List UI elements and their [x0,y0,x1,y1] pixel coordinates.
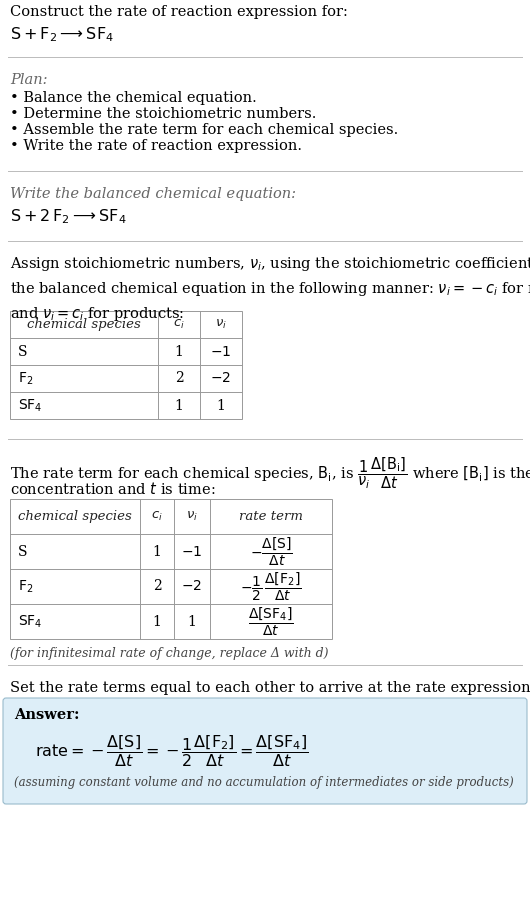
Text: $c_i$: $c_i$ [151,510,163,523]
Text: concentration and $t$ is time:: concentration and $t$ is time: [10,481,216,497]
Text: Plan:: Plan: [10,73,48,87]
Bar [10,311,242,419]
Bar [10,499,332,639]
Text: Assign stoichiometric numbers, $\nu_i$, using the stoichiometric coefficients, $: Assign stoichiometric numbers, $\nu_i$, … [10,255,530,323]
Text: Answer:: Answer: [14,708,80,722]
Text: chemical species: chemical species [18,510,132,523]
Bar [10,311,242,419]
Text: Construct the rate of reaction expression for:: Construct the rate of reaction expressio… [10,5,348,19]
Text: $\mathrm{S + 2\,F_2 \longrightarrow SF_4}$: $\mathrm{S + 2\,F_2 \longrightarrow SF_4… [10,207,127,226]
Text: S: S [18,345,28,359]
Text: 1: 1 [174,345,183,359]
Text: $-2$: $-2$ [210,371,232,386]
Text: • Write the rate of reaction expression.: • Write the rate of reaction expression. [10,139,302,153]
Text: chemical species: chemical species [27,318,141,331]
Text: $-\dfrac{1}{2}\,\dfrac{\Delta[\mathrm{F_2}]}{\Delta t}$: $-\dfrac{1}{2}\,\dfrac{\Delta[\mathrm{F_… [240,571,302,602]
Text: $\mathrm{rate} = -\dfrac{\Delta[\mathrm{S}]}{\Delta t} = -\dfrac{1}{2}\dfrac{\De: $\mathrm{rate} = -\dfrac{\Delta[\mathrm{… [35,733,308,769]
Text: $\nu_i$: $\nu_i$ [186,510,198,523]
Text: 1: 1 [188,614,197,629]
Text: $\mathrm{F_2}$: $\mathrm{F_2}$ [18,370,33,387]
Text: $c_i$: $c_i$ [173,318,185,331]
Text: $-2$: $-2$ [181,580,202,593]
Text: Write the balanced chemical equation:: Write the balanced chemical equation: [10,187,296,201]
Text: • Balance the chemical equation.: • Balance the chemical equation. [10,91,257,105]
Text: (assuming constant volume and no accumulation of intermediates or side products): (assuming constant volume and no accumul… [14,776,514,789]
Text: • Determine the stoichiometric numbers.: • Determine the stoichiometric numbers. [10,107,316,121]
Text: $\mathrm{SF_4}$: $\mathrm{SF_4}$ [18,613,42,630]
Text: $-1$: $-1$ [181,544,202,559]
Text: The rate term for each chemical species, $\mathrm{B_i}$, is $\dfrac{1}{\nu_i}\df: The rate term for each chemical species,… [10,455,530,490]
Text: 1: 1 [153,544,162,559]
Text: 1: 1 [153,614,162,629]
Text: 2: 2 [174,371,183,386]
Text: $\mathrm{S + F_2 \longrightarrow SF_4}$: $\mathrm{S + F_2 \longrightarrow SF_4}$ [10,25,114,44]
Text: rate term: rate term [239,510,303,523]
Text: $\mathrm{SF_4}$: $\mathrm{SF_4}$ [18,398,42,414]
Text: $\dfrac{\Delta[\mathrm{SF_4}]}{\Delta t}$: $\dfrac{\Delta[\mathrm{SF_4}]}{\Delta t}… [248,605,294,638]
Bar [10,499,332,639]
Text: $-\dfrac{\Delta[\mathrm{S}]}{\Delta t}$: $-\dfrac{\Delta[\mathrm{S}]}{\Delta t}$ [250,535,293,568]
Text: $-1$: $-1$ [210,345,232,359]
Text: S: S [18,544,28,559]
FancyBboxPatch shape [3,698,527,804]
Text: (for infinitesimal rate of change, replace Δ with d): (for infinitesimal rate of change, repla… [10,647,329,660]
Text: Set the rate terms equal to each other to arrive at the rate expression:: Set the rate terms equal to each other t… [10,681,530,695]
Text: 1: 1 [174,399,183,412]
Text: • Assemble the rate term for each chemical species.: • Assemble the rate term for each chemic… [10,123,398,137]
Text: 2: 2 [153,580,161,593]
Text: $\mathrm{F_2}$: $\mathrm{F_2}$ [18,578,33,595]
Text: $\nu_i$: $\nu_i$ [215,318,227,331]
Text: 1: 1 [217,399,225,412]
